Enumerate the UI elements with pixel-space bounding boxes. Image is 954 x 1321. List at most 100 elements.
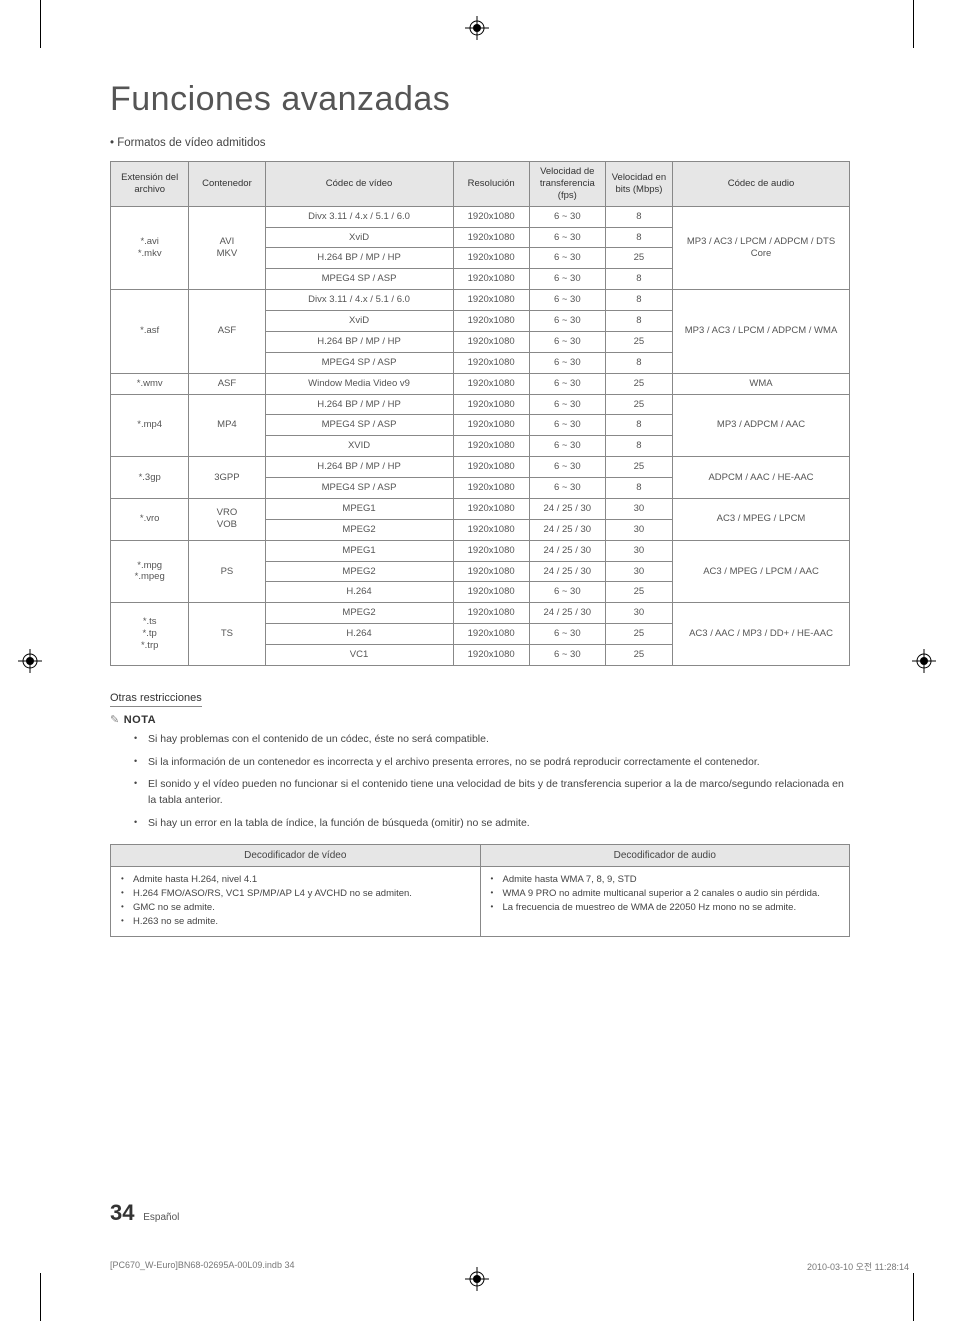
list-item: WMA 9 PRO no admite multicanal superior … [491, 887, 840, 901]
cell-acodec: AC3 / MPEG / LPCM / AAC [673, 540, 850, 603]
page-lang: Español [143, 1212, 179, 1223]
table-row: *.avi *.mkvAVI MKVDivx 3.11 / 4.x / 5.1 … [111, 206, 850, 227]
cell-container: AVI MKV [189, 206, 265, 290]
print-file: [PC670_W-Euro]BN68-02695A-00L09.indb 34 [110, 1260, 294, 1273]
cell-resolution: 1920x1080 [453, 248, 529, 269]
cell-bps: 25 [605, 331, 672, 352]
cell-vcodec: MPEG2 [265, 603, 453, 624]
table-row: *.asfASFDivx 3.11 / 4.x / 5.1 / 6.01920x… [111, 290, 850, 311]
cell-resolution: 1920x1080 [453, 290, 529, 311]
cell-fps: 6 ~ 30 [529, 352, 605, 373]
cell-container: TS [189, 603, 265, 666]
cell-resolution: 1920x1080 [453, 540, 529, 561]
cell-fps: 24 / 25 / 30 [529, 519, 605, 540]
cell-bps: 8 [605, 227, 672, 248]
cell-fps: 6 ~ 30 [529, 269, 605, 290]
cell-fps: 6 ~ 30 [529, 624, 605, 645]
th-vcodec: Códec de vídeo [265, 162, 453, 207]
print-date: 2010-03-10 오전 11:28:14 [807, 1260, 909, 1273]
cell-fps: 6 ~ 30 [529, 311, 605, 332]
cell-bps: 30 [605, 540, 672, 561]
cell-acodec: MP3 / AC3 / LPCM / ADPCM / DTS Core [673, 206, 850, 290]
cell-resolution: 1920x1080 [453, 561, 529, 582]
th-fps: Velocidad de transferencia (fps) [529, 162, 605, 207]
cell-fps: 6 ~ 30 [529, 227, 605, 248]
page-number: 34 [110, 1200, 134, 1225]
cell-resolution: 1920x1080 [453, 645, 529, 666]
list-item: Si la información de un contenedor es in… [134, 755, 850, 771]
cell-fps: 6 ~ 30 [529, 415, 605, 436]
cell-bps: 30 [605, 498, 672, 519]
th-decoder-audio: Decodificador de audio [480, 844, 850, 866]
cell-vcodec: XviD [265, 311, 453, 332]
table-row: *.vroVRO VOBMPEG11920x108024 / 25 / 3030… [111, 498, 850, 519]
list-item: H.263 no se admite. [121, 915, 470, 929]
decoder-audio-list: Admite hasta WMA 7, 8, 9, STDWMA 9 PRO n… [491, 873, 840, 916]
cell-resolution: 1920x1080 [453, 478, 529, 499]
note-icon: ✎ [110, 714, 120, 726]
cell-vcodec: H.264 BP / MP / HP [265, 457, 453, 478]
th-ext: Extensión del archivo [111, 162, 189, 207]
cell-bps: 30 [605, 519, 672, 540]
cell-bps: 25 [605, 373, 672, 394]
list-item: H.264 FMO/ASO/RS, VC1 SP/MP/AP L4 y AVCH… [121, 887, 470, 901]
table-row: *.3gp3GPPH.264 BP / MP / HP1920x10806 ~ … [111, 457, 850, 478]
page-footer: 34 Español [110, 1200, 179, 1226]
cell-bps: 30 [605, 561, 672, 582]
list-item: Admite hasta WMA 7, 8, 9, STD [491, 873, 840, 887]
cell-vcodec: H.264 [265, 582, 453, 603]
cell-vcodec: XVID [265, 436, 453, 457]
th-container: Contenedor [189, 162, 265, 207]
section-header: Formatos de vídeo admitidos [110, 137, 850, 149]
cell-bps: 25 [605, 457, 672, 478]
cell-resolution: 1920x1080 [453, 206, 529, 227]
cell-vcodec: MPEG1 [265, 540, 453, 561]
notes-list: Si hay problemas con el contenido de un … [134, 732, 850, 832]
cell-vcodec: MPEG4 SP / ASP [265, 269, 453, 290]
crop-mark [913, 1273, 914, 1321]
cell-container: PS [189, 540, 265, 603]
crop-mark [40, 0, 41, 48]
print-footer: [PC670_W-Euro]BN68-02695A-00L09.indb 34 … [110, 1260, 909, 1273]
cell-bps: 30 [605, 603, 672, 624]
table-row: *.ts *.tp *.trpTSMPEG21920x108024 / 25 /… [111, 603, 850, 624]
cell-acodec: AC3 / AAC / MP3 / DD+ / HE-AAC [673, 603, 850, 666]
list-item: Si hay un error en la tabla de índice, l… [134, 816, 850, 832]
page-title: Funciones avanzadas [110, 80, 850, 119]
cell-resolution: 1920x1080 [453, 519, 529, 540]
cell-ext: *.wmv [111, 373, 189, 394]
table-row: *.mp4MP4H.264 BP / MP / HP1920x10806 ~ 3… [111, 394, 850, 415]
cell-container: ASF [189, 373, 265, 394]
codec-table: Extensión del archivo Contenedor Códec d… [110, 161, 850, 666]
cell-vcodec: VC1 [265, 645, 453, 666]
cell-bps: 8 [605, 436, 672, 457]
cell-resolution: 1920x1080 [453, 415, 529, 436]
cell-bps: 25 [605, 624, 672, 645]
cell-ext: *.3gp [111, 457, 189, 499]
cell-vcodec: MPEG4 SP / ASP [265, 415, 453, 436]
cell-container: MP4 [189, 394, 265, 457]
cell-fps: 6 ~ 30 [529, 645, 605, 666]
cell-vcodec: Divx 3.11 / 4.x / 5.1 / 6.0 [265, 290, 453, 311]
cell-acodec: AC3 / MPEG / LPCM [673, 498, 850, 540]
cell-bps: 8 [605, 478, 672, 499]
cell-fps: 6 ~ 30 [529, 457, 605, 478]
registration-mark-icon [912, 649, 936, 673]
cell-resolution: 1920x1080 [453, 269, 529, 290]
crop-mark [40, 1273, 41, 1321]
cell-fps: 6 ~ 30 [529, 206, 605, 227]
cell-fps: 6 ~ 30 [529, 436, 605, 457]
cell-bps: 25 [605, 394, 672, 415]
cell-resolution: 1920x1080 [453, 227, 529, 248]
cell-acodec: MP3 / AC3 / LPCM / ADPCM / WMA [673, 290, 850, 374]
page-content: Funciones avanzadas Formatos de vídeo ad… [110, 80, 850, 937]
cell-vcodec: H.264 [265, 624, 453, 645]
restrictions-title: Otras restricciones [110, 692, 202, 707]
cell-vcodec: MPEG2 [265, 519, 453, 540]
cell-resolution: 1920x1080 [453, 436, 529, 457]
th-resolution: Resolución [453, 162, 529, 207]
cell-ext: *.mpg *.mpeg [111, 540, 189, 603]
cell-vcodec: Window Media Video v9 [265, 373, 453, 394]
registration-mark-icon [18, 649, 42, 673]
cell-vcodec: H.264 BP / MP / HP [265, 331, 453, 352]
